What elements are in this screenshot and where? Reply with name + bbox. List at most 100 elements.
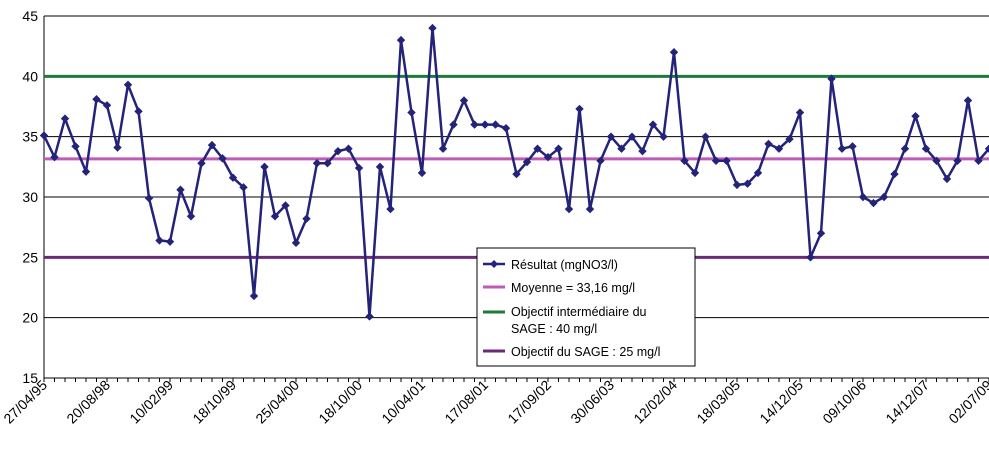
result-point bbox=[491, 120, 500, 129]
result-point bbox=[291, 238, 301, 248]
result-point bbox=[249, 291, 259, 301]
result-point bbox=[270, 212, 280, 221]
result-point bbox=[617, 144, 626, 153]
result-point bbox=[837, 144, 847, 153]
result-point bbox=[197, 159, 206, 168]
result-point bbox=[774, 144, 784, 153]
result-point bbox=[60, 114, 70, 123]
x-tick-label: 30/06/03 bbox=[567, 377, 617, 427]
result-point bbox=[596, 156, 605, 165]
result-point bbox=[522, 157, 532, 167]
result-point bbox=[848, 142, 857, 151]
result-point bbox=[690, 168, 700, 178]
result-point bbox=[375, 162, 385, 172]
result-point bbox=[323, 159, 332, 168]
result-point bbox=[932, 156, 941, 165]
result-point bbox=[764, 139, 773, 149]
result-point bbox=[827, 74, 836, 83]
result-point bbox=[963, 96, 973, 105]
result-point bbox=[606, 132, 616, 141]
y-tick-label: 40 bbox=[22, 68, 38, 84]
legend: Résultat (mgNO3/l) Moyenne = 33,16 mg/l … bbox=[476, 247, 696, 367]
result-point bbox=[480, 120, 490, 129]
legend-label-objective-40-line: SAGE : 40 mg/l bbox=[511, 322, 597, 336]
legend-marker-result bbox=[490, 260, 498, 268]
result-point bbox=[680, 156, 689, 165]
legend-label-result: Résultat (mgNO3/l) bbox=[511, 258, 618, 272]
y-tick-label: 15 bbox=[22, 370, 38, 386]
result-point bbox=[585, 204, 595, 214]
reference-lines bbox=[44, 74, 989, 259]
result-point bbox=[732, 180, 742, 190]
result-point bbox=[176, 185, 185, 194]
result-point bbox=[428, 23, 437, 33]
result-point bbox=[449, 120, 458, 129]
result-point bbox=[165, 237, 175, 246]
result-point bbox=[39, 131, 49, 140]
result-point bbox=[701, 132, 710, 141]
result-point bbox=[92, 95, 101, 104]
result-point bbox=[512, 169, 521, 179]
result-point bbox=[984, 144, 989, 153]
x-tick-labels: 27/04/95 20/08/98 10/02/99 18/10/99 25/04/00… bbox=[0, 377, 989, 427]
result-point bbox=[260, 162, 269, 172]
result-point bbox=[858, 192, 868, 202]
result-point bbox=[806, 253, 815, 262]
result-point bbox=[155, 236, 164, 245]
result-point bbox=[459, 96, 469, 105]
result-point bbox=[386, 204, 395, 214]
y-tick-label: 25 bbox=[22, 249, 38, 265]
legend-label-objective-40: Objectif intermédiaire du SAGE : 40 mg/l bbox=[511, 305, 647, 336]
result-point bbox=[281, 201, 290, 210]
result-point bbox=[333, 146, 343, 156]
result-point bbox=[659, 132, 668, 141]
result-point bbox=[795, 108, 805, 117]
result-point bbox=[470, 120, 479, 129]
result-point bbox=[816, 229, 826, 238]
result-point bbox=[911, 111, 920, 121]
result-point bbox=[638, 146, 647, 156]
result-point bbox=[648, 120, 658, 129]
x-tick-label: 17/09/02 bbox=[504, 377, 554, 427]
result-point bbox=[71, 142, 80, 151]
result-point bbox=[869, 198, 878, 208]
x-tick-label: 18/10/99 bbox=[189, 377, 239, 427]
result-point bbox=[743, 179, 752, 188]
result-point bbox=[123, 80, 133, 89]
result-point bbox=[501, 124, 511, 133]
result-point bbox=[879, 192, 889, 202]
result-point bbox=[942, 174, 952, 184]
result-point bbox=[785, 134, 794, 144]
result-point bbox=[890, 169, 899, 179]
x-tick-label: 25/04/00 bbox=[252, 377, 302, 427]
result-point bbox=[186, 212, 196, 221]
x-tick-label: 02/07/09 bbox=[945, 377, 989, 427]
legend-label-mean: Moyenne = 33,16 mg/l bbox=[511, 281, 635, 295]
result-point bbox=[533, 144, 542, 153]
result-point bbox=[554, 144, 563, 153]
result-point bbox=[239, 183, 248, 192]
result-point bbox=[134, 107, 143, 116]
x-tick-label: 10/04/01 bbox=[378, 377, 428, 427]
result-point bbox=[953, 156, 962, 165]
y-tick-label: 45 bbox=[22, 8, 38, 24]
x-tick-label: 09/10/06 bbox=[819, 377, 869, 427]
result-series bbox=[39, 23, 989, 321]
result-point bbox=[543, 152, 553, 162]
result-point bbox=[113, 143, 122, 152]
x-tick-label: 14/12/05 bbox=[756, 377, 806, 427]
result-point bbox=[218, 154, 227, 163]
result-point bbox=[921, 144, 931, 153]
result-point bbox=[627, 132, 637, 141]
y-tick-label: 35 bbox=[22, 129, 38, 145]
result-point bbox=[354, 163, 364, 173]
x-tick-label: 12/02/04 bbox=[630, 377, 680, 427]
result-point bbox=[575, 104, 584, 114]
result-point bbox=[711, 156, 721, 165]
x-tick-label: 10/02/99 bbox=[126, 377, 176, 427]
result-point bbox=[753, 168, 763, 178]
legend-box bbox=[476, 247, 696, 367]
x-tick-label: 18/03/05 bbox=[693, 377, 743, 427]
x-tick-label: 14/12/07 bbox=[882, 377, 932, 427]
result-point bbox=[302, 214, 311, 223]
